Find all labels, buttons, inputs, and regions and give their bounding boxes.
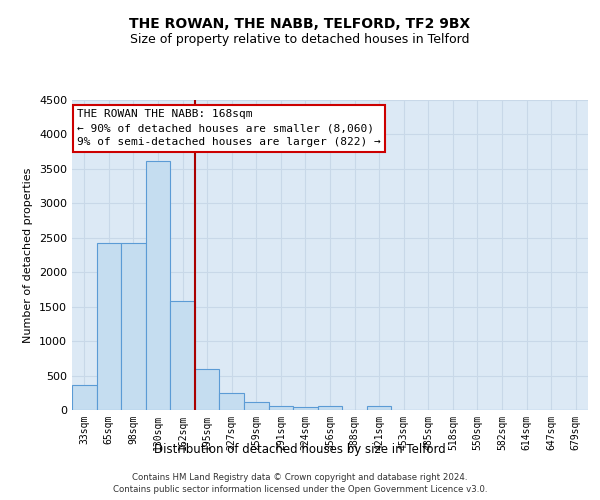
Bar: [146, 160, 170, 410]
Bar: [97, 244, 121, 410]
Y-axis label: Number of detached properties: Number of detached properties: [23, 168, 34, 342]
Bar: [293, 406, 318, 410]
Bar: [170, 301, 195, 410]
Bar: [195, 368, 220, 410]
Bar: [121, 242, 146, 410]
Bar: [244, 402, 269, 410]
Text: Contains public sector information licensed under the Open Government Licence v3: Contains public sector information licen…: [113, 485, 487, 494]
Bar: [367, 406, 391, 410]
Text: THE ROWAN, THE NABB, TELFORD, TF2 9BX: THE ROWAN, THE NABB, TELFORD, TF2 9BX: [130, 18, 470, 32]
Text: Contains HM Land Registry data © Crown copyright and database right 2024.: Contains HM Land Registry data © Crown c…: [132, 472, 468, 482]
Bar: [318, 406, 342, 410]
Bar: [220, 394, 244, 410]
Text: Distribution of detached houses by size in Telford: Distribution of detached houses by size …: [154, 442, 446, 456]
Bar: [269, 406, 293, 410]
Text: THE ROWAN THE NABB: 168sqm
← 90% of detached houses are smaller (8,060)
9% of se: THE ROWAN THE NABB: 168sqm ← 90% of deta…: [77, 110, 381, 148]
Text: Size of property relative to detached houses in Telford: Size of property relative to detached ho…: [130, 32, 470, 46]
Bar: [72, 384, 97, 410]
